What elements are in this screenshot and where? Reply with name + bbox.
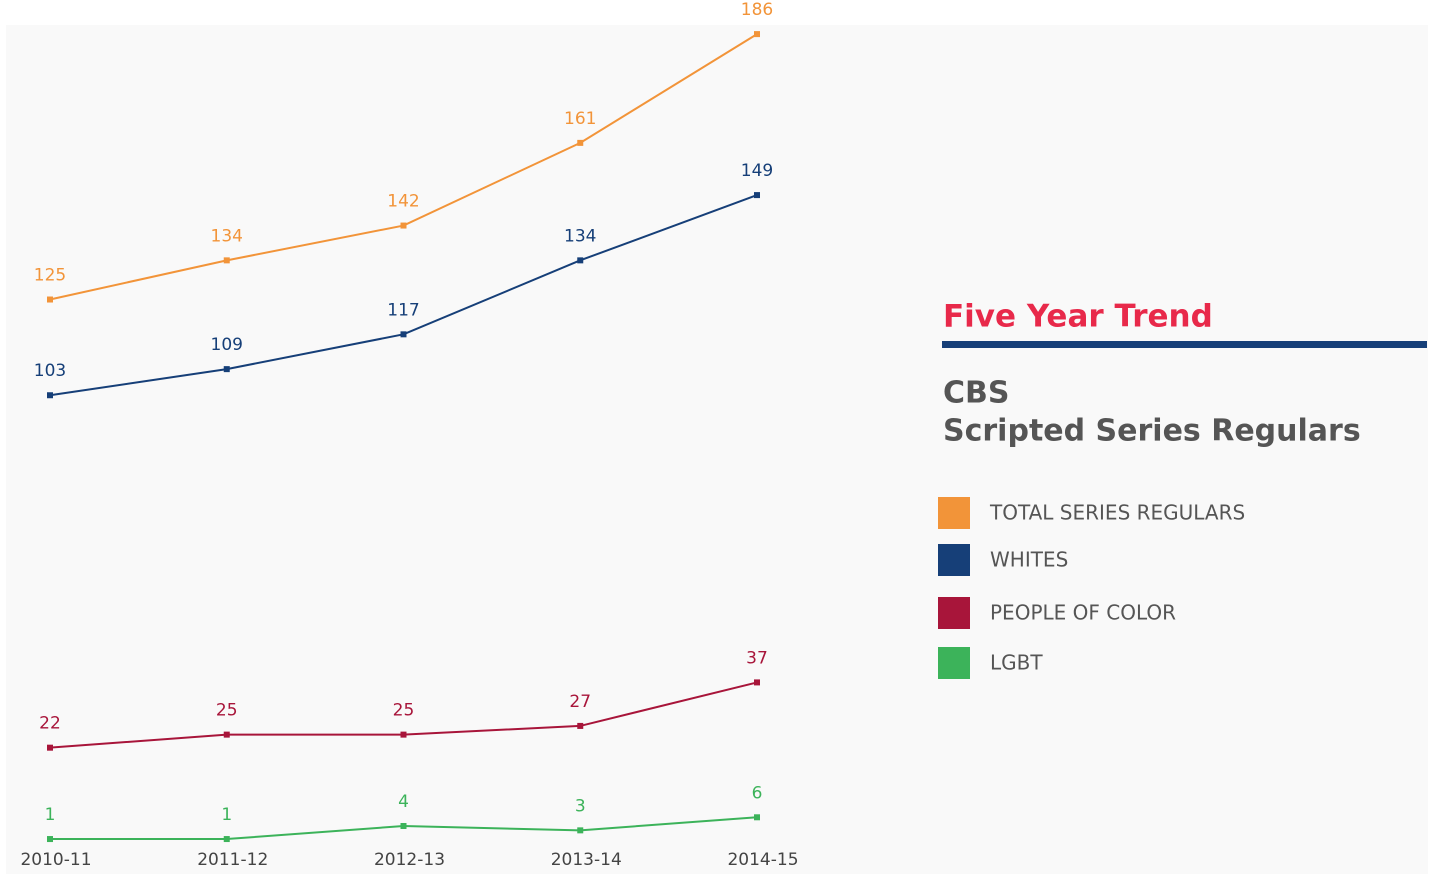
x-tick-label: 2010-11 (20, 850, 91, 870)
data-point (47, 744, 53, 751)
data-label: 134 (211, 226, 243, 246)
data-point (223, 731, 230, 738)
data-point (577, 139, 584, 146)
data-point (400, 222, 407, 229)
data-label: 37 (746, 648, 768, 668)
plot-background (6, 25, 1428, 874)
chart-subtitle: Scripted Series Regulars (943, 414, 1361, 449)
data-point (223, 257, 230, 264)
data-label: 117 (387, 300, 419, 320)
data-label: 27 (569, 692, 591, 712)
legend-label: PEOPLE OF COLOR (990, 601, 1176, 625)
data-label: 125 (34, 266, 66, 286)
data-label: 3 (575, 796, 586, 816)
data-point (754, 31, 760, 38)
data-label: 22 (39, 714, 61, 734)
data-label: 1 (45, 805, 56, 825)
data-label: 25 (216, 701, 238, 721)
data-point (47, 296, 53, 303)
data-label: 134 (564, 226, 596, 246)
data-point (577, 722, 584, 729)
data-label: 161 (564, 109, 596, 129)
data-point (223, 366, 230, 373)
data-point (754, 679, 760, 686)
data-point (754, 814, 760, 821)
data-label: 149 (741, 161, 773, 181)
legend-label: TOTAL SERIES REGULARS (989, 501, 1245, 525)
data-point (754, 192, 760, 199)
data-label: 4 (398, 792, 409, 812)
data-point (400, 731, 407, 738)
data-label: 103 (34, 361, 66, 381)
data-label: 109 (211, 335, 243, 355)
data-point (577, 827, 584, 834)
x-tick-label: 2014-15 (727, 850, 798, 870)
chart-subtitle: CBS (943, 376, 1010, 411)
legend-label: LGBT (990, 651, 1043, 675)
x-tick-label: 2012-13 (374, 850, 445, 870)
chart-title: Five Year Trend (943, 299, 1213, 335)
data-point (47, 392, 53, 399)
legend-label: WHITES (990, 548, 1068, 572)
data-point (400, 331, 407, 338)
title-rule (942, 341, 1427, 348)
data-label: 25 (393, 701, 415, 721)
data-point (577, 257, 584, 264)
data-label: 186 (741, 0, 773, 20)
x-tick-label: 2013-14 (551, 850, 622, 870)
data-label: 1 (221, 805, 232, 825)
data-point (223, 836, 230, 843)
data-label: 142 (387, 192, 419, 212)
data-point (47, 836, 53, 843)
legend-swatch (938, 647, 970, 679)
legend-swatch (938, 597, 970, 629)
data-label: 6 (752, 783, 763, 803)
x-tick-label: 2011-12 (197, 850, 268, 870)
legend-swatch (938, 497, 970, 529)
data-point (400, 822, 407, 829)
legend-swatch (938, 544, 970, 576)
